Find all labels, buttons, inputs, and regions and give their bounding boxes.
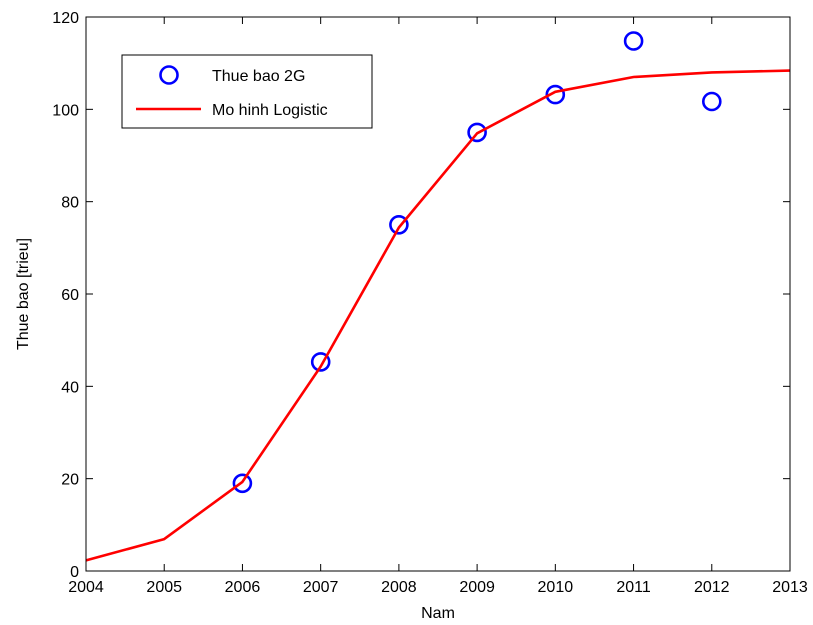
data-point-2009: [467, 122, 487, 143]
x-tick-label: 2009: [459, 579, 495, 596]
legend-swatch-circle: [159, 65, 179, 85]
data-point-2012: [701, 91, 722, 112]
x-tick-label: 2007: [303, 579, 339, 596]
y-tick-label: 120: [52, 10, 79, 27]
legend: Thue bao 2G Mo hinh Logistic: [121, 54, 373, 129]
data-point-2007: [310, 352, 331, 372]
data-point-2006: [232, 473, 253, 494]
x-axis-label: Nam: [421, 605, 455, 622]
legend-entry-label: Thue bao 2G: [212, 68, 305, 85]
y-tick-label: 60: [61, 287, 79, 304]
x-tick-label: 2012: [694, 579, 730, 596]
data-point-2011: [623, 31, 644, 51]
data-point-2010: [545, 84, 566, 105]
x-tick-label: 2006: [225, 579, 261, 596]
x-tick-label: 2010: [538, 579, 574, 596]
legend-entry-label: Mo hinh Logistic: [212, 102, 328, 119]
y-axis-label: Thue bao [trieu]: [15, 238, 32, 350]
x-tick-label: 2008: [381, 579, 417, 596]
y-tick-label: 20: [61, 472, 79, 489]
series-layer: [85, 31, 791, 562]
series-line-logistic: [85, 69, 791, 562]
x-tick-label: 2011: [616, 579, 651, 596]
y-tick-label: 80: [61, 195, 79, 212]
x-tick-label: 2013: [772, 579, 808, 596]
y-tick-label: 100: [52, 102, 79, 119]
x-tick-label: 2004: [68, 579, 104, 596]
y-tick-label: 0: [70, 564, 79, 581]
data-point-2008: [389, 215, 409, 235]
axes-layer: 2004 2005 2006 2007 2008 2009 2010 2011 2012 2013…: [52, 10, 808, 596]
x-tick-label: 2005: [146, 579, 182, 596]
y-tick-label: 40: [61, 379, 79, 396]
